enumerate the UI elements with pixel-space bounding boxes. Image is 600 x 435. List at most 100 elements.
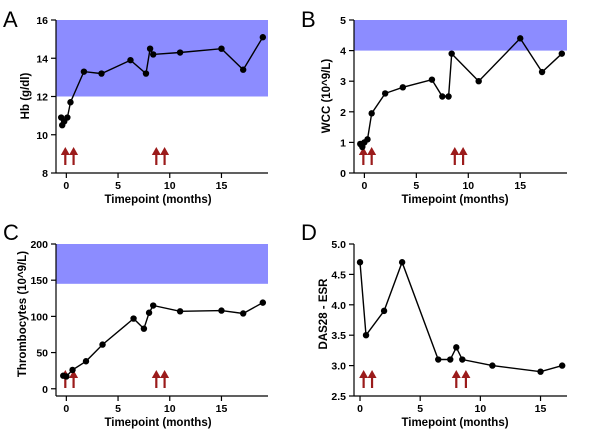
data-point [398, 259, 406, 266]
data-point [130, 315, 137, 322]
data-point [517, 35, 524, 42]
data-point [380, 307, 388, 315]
arrow-head [367, 147, 377, 155]
data-point [362, 332, 370, 339]
treatment-arrow [151, 147, 161, 165]
data-point [459, 356, 466, 363]
data-point [140, 325, 148, 332]
data-point [435, 356, 442, 363]
arrow-head [451, 370, 461, 378]
y-axis-title: DAS28 - ESR [318, 278, 330, 350]
treatment-arrow [160, 147, 170, 165]
arrow-head [367, 370, 377, 378]
treatment-arrow [450, 147, 460, 165]
panel-d-plot: 2.5 3.0 3.5 4.0 4.5 5.0 0 5 10 15 [331, 239, 567, 415]
panel-letter: A [3, 7, 18, 32]
data-point [475, 78, 482, 85]
y-tick-label: 14 [36, 53, 48, 65]
x-tick-label: 15 [216, 403, 228, 415]
arrow-head [450, 147, 460, 155]
y-tick-label: 10 [36, 130, 48, 142]
panel-d: D 2.5 3.0 3.5 4.0 4.5 5.0 0 5 10 15 Timepoint (mo… [301, 220, 567, 429]
data-point [69, 366, 76, 374]
x-axis-title: Timepoint (months) [104, 194, 211, 206]
data-point [259, 299, 267, 306]
normal-range-band [354, 20, 567, 51]
arrow-head [60, 147, 70, 155]
panel-b-plot: 0 1 2 3 4 5 0 5 10 15 [340, 15, 567, 192]
treatment-arrow [60, 147, 70, 165]
y-tick-label: 4 [340, 46, 346, 58]
normal-range-band [56, 20, 268, 97]
arrow-head [69, 370, 79, 378]
data-point [558, 50, 566, 57]
arrow-head [461, 370, 471, 378]
arrow-head [69, 147, 79, 155]
data-point [64, 114, 71, 121]
x-tick-label: 10 [164, 180, 176, 192]
x-tick-label: 0 [63, 403, 69, 415]
arrow-head [151, 370, 161, 378]
y-tick-label: 3 [340, 76, 346, 88]
data-point [150, 302, 157, 309]
x-tick-label: 15 [216, 180, 228, 192]
x-tick-label: 0 [63, 180, 69, 192]
y-tick-label: 16 [36, 15, 48, 27]
arrow-head [458, 147, 468, 155]
data-point [239, 66, 247, 73]
treatment-arrow [359, 370, 369, 388]
y-tick-label: 2.5 [331, 391, 346, 403]
y-tick-label: 5.0 [331, 239, 346, 251]
data-point [453, 344, 460, 351]
data-point [356, 259, 364, 266]
panel-b: B 0 1 2 3 4 5 0 5 10 15 Timepoint (months) WCC (1… [301, 7, 567, 206]
y-tick-label: 5 [340, 15, 346, 27]
x-tick-label: 10 [462, 180, 474, 192]
y-tick-label: 0 [42, 384, 48, 396]
x-tick-label: 5 [417, 403, 423, 415]
data-point [176, 308, 184, 315]
series-line [359, 37, 563, 149]
x-tick-label: 5 [115, 180, 121, 192]
y-tick-label: 4.0 [331, 300, 346, 312]
treatment-arrow [367, 147, 377, 165]
data-point [218, 307, 225, 314]
data-point [142, 70, 150, 77]
treatment-arrow [69, 147, 79, 165]
y-tick-label: 200 [30, 239, 48, 251]
y-tick-label: 12 [36, 92, 48, 104]
series-line [359, 260, 563, 373]
data-point [439, 93, 446, 100]
data-point [489, 362, 496, 369]
data-point [239, 310, 247, 317]
treatment-arrow [160, 370, 170, 388]
data-point [176, 49, 184, 56]
treatment-arrow [451, 370, 461, 388]
x-tick-label: 0 [361, 180, 367, 192]
data-point [448, 50, 455, 57]
arrow-head [151, 147, 161, 155]
arrow-head [358, 147, 368, 155]
data-point [538, 68, 546, 76]
panel-a: A 8 10 12 14 16 0 5 10 15 Timepoint (months) Hb … [3, 7, 268, 206]
y-tick-label: 1 [340, 137, 346, 149]
panel-c-plot: 0 50 100 150 200 0 5 10 15 [30, 239, 268, 415]
data-point [98, 70, 105, 77]
arrow-head [160, 370, 170, 378]
y-axis-title: WCC (10^9/L) [321, 59, 333, 134]
data-point [127, 56, 134, 64]
x-tick-label: 10 [164, 403, 176, 415]
data-point [218, 45, 225, 52]
treatment-arrow [367, 370, 377, 388]
y-tick-label: 4.5 [331, 269, 346, 281]
y-tick-label: 8 [42, 168, 48, 180]
y-axis-title: Hb (g/dl) [20, 73, 32, 120]
data-point [445, 93, 452, 100]
x-axis-title: Timepoint (months) [401, 417, 508, 429]
arrow-head [160, 147, 170, 155]
data-point [381, 90, 389, 97]
data-point [67, 99, 74, 106]
data-point [428, 76, 436, 83]
